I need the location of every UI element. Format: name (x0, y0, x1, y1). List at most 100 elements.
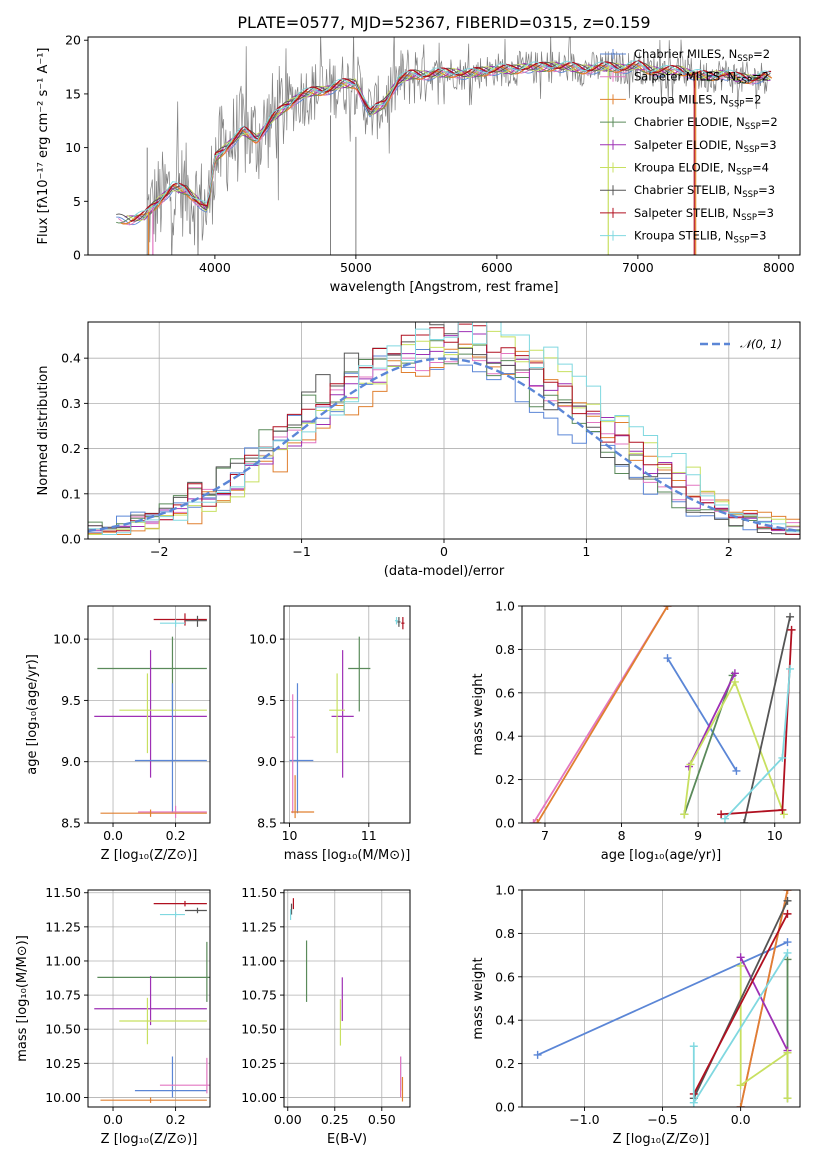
y-tick-label: 0.0 (61, 532, 81, 547)
plus-marker (783, 896, 792, 905)
y-tick-label: 11.50 (241, 885, 277, 900)
y-tick-label: 10.25 (241, 1056, 277, 1071)
axes-frame (87, 605, 211, 824)
series-line (683, 679, 785, 815)
y-tick-label: 10.75 (45, 988, 81, 1003)
x-axis-label: Z [log₁₀(Z/Z⊙)] (101, 1132, 198, 1147)
x-tick-label: −1.0 (569, 1112, 599, 1127)
series (689, 948, 792, 1107)
mass_vs_EBV-plot-area (289, 898, 404, 1102)
data-point (331, 650, 354, 778)
y-axis-label: Flux [fλ10⁻¹⁷ erg cm⁻² s⁻¹ A⁻¹] (36, 48, 51, 245)
plus-marker (689, 1042, 698, 1051)
axes-frame (87, 36, 801, 256)
plus-marker (740, 819, 749, 823)
y-axis-label: age [log₁₀(age/yr)] (25, 654, 40, 775)
data-point (397, 617, 401, 627)
series-line (739, 890, 789, 1107)
plus-marker (529, 819, 538, 823)
series (684, 669, 739, 771)
x-tick-label: 1 (582, 544, 590, 559)
y-tick-label: 11.00 (45, 953, 81, 968)
y-tick-label: 1.0 (495, 599, 515, 614)
data-point (100, 809, 207, 817)
series (663, 654, 741, 775)
data-point (94, 975, 207, 1026)
plus-marker (783, 1094, 792, 1103)
x-axis-label: mass [log₁₀(M/M⊙)] (284, 848, 411, 863)
axes-frame (283, 889, 411, 1108)
spectrum-plot-area (116, 37, 773, 255)
data-point (401, 617, 405, 630)
x-tick-label: 0.0 (103, 1112, 123, 1127)
y-tick-label: 0.0 (495, 816, 515, 831)
y-tick-label: 10.00 (45, 1090, 81, 1105)
x-tick-label: 7000 (622, 260, 654, 275)
data-point (329, 673, 346, 754)
y-tick-label: 10.25 (45, 1056, 81, 1071)
x-tick-label: −0.5 (647, 1112, 677, 1127)
plus-marker (720, 814, 729, 823)
plus-marker (736, 953, 745, 962)
y-tick-label: 0.2 (495, 772, 515, 787)
plus-marker (533, 819, 542, 823)
data-point (119, 997, 207, 1045)
weight_vs_age-axes: 7 8 9 10 0.0 0.2 0.4 0.6 0.8 1.0 age [log₁₀(age/yr… (471, 599, 801, 863)
x-axis-label: Z [log₁₀(Z/Z⊙)] (613, 1132, 710, 1147)
x-tick-label: 0.0 (103, 828, 123, 843)
y-tick-label: 11.00 (241, 953, 277, 968)
plus-marker (786, 612, 795, 621)
residual-histogram (88, 330, 800, 535)
plus-marker (778, 753, 787, 762)
y-axis-label: mass weight (471, 957, 486, 1039)
x-tick-label: 8 (618, 828, 626, 843)
y-tick-label: 10.0 (53, 632, 81, 647)
y-tick-label: 9.5 (257, 693, 277, 708)
x-tick-label: 0.50 (368, 1112, 396, 1127)
y-tick-label: 10.00 (241, 1090, 277, 1105)
x-tick-label: 10 (282, 828, 298, 843)
legend-label: Chabrier STELIB, NSSP=3 (634, 183, 775, 200)
plus-marker (680, 810, 689, 819)
y-tick-label: 10 (65, 140, 81, 155)
series (720, 664, 795, 823)
weight_vs_Z-axes: −1.0 −0.5 0.0 0.0 0.2 0.4 0.6 0.8 1.0 Z [log₁₀(Z/… (471, 883, 801, 1147)
plus-marker (736, 1081, 745, 1090)
y-tick-label: 0.4 (61, 351, 81, 366)
x-tick-label: 9 (694, 828, 702, 843)
series (680, 677, 788, 819)
y-tick-label: 0.0 (495, 1100, 515, 1115)
series-line (688, 672, 736, 767)
y-tick-label: 0.4 (495, 729, 515, 744)
y-tick-label: 8.5 (257, 816, 277, 831)
y-tick-label: 10.75 (241, 988, 277, 1003)
data-point (94, 650, 207, 778)
data-point (348, 636, 371, 712)
y-tick-label: 0.2 (495, 1056, 515, 1071)
weight_vs_age-plot-area (529, 606, 796, 823)
x-tick-label: −1 (292, 544, 310, 559)
legend-label: Kroupa ELODIE, NSSP=4 (634, 161, 769, 178)
age_vs_mass-axes: 10 11 8.5 9.0 9.5 10.0 mass [log₁₀(M/M⊙)] (249, 605, 411, 863)
data-point (289, 683, 314, 814)
data-point (394, 617, 399, 625)
axes-frame (521, 889, 801, 1108)
data-point (290, 694, 296, 814)
plus-marker (783, 1048, 792, 1057)
plus-marker (663, 654, 672, 663)
legend-label: Kroupa STELIB, NSSP=3 (634, 229, 766, 246)
y-tick-label: 8.5 (61, 816, 81, 831)
legend-label: Salpeter MILES, NSSP=2 (634, 70, 769, 87)
data-point (153, 613, 207, 626)
y-tick-label: 1.0 (495, 883, 515, 898)
y-axis-label: mass [log₁₀(M/M⊙)] (15, 935, 30, 1062)
axes-frame (87, 889, 211, 1108)
x-tick-label: 0.00 (274, 1112, 302, 1127)
y-tick-label: 10.50 (45, 1022, 81, 1037)
x-tick-label: −2 (150, 544, 168, 559)
x-tick-label: 4000 (199, 260, 231, 275)
x-tick-label: 11 (361, 828, 377, 843)
legend-label: Salpeter ELODIE, NSSP=3 (634, 138, 777, 155)
plus-marker (686, 760, 695, 769)
y-tick-label: 11.50 (45, 885, 81, 900)
